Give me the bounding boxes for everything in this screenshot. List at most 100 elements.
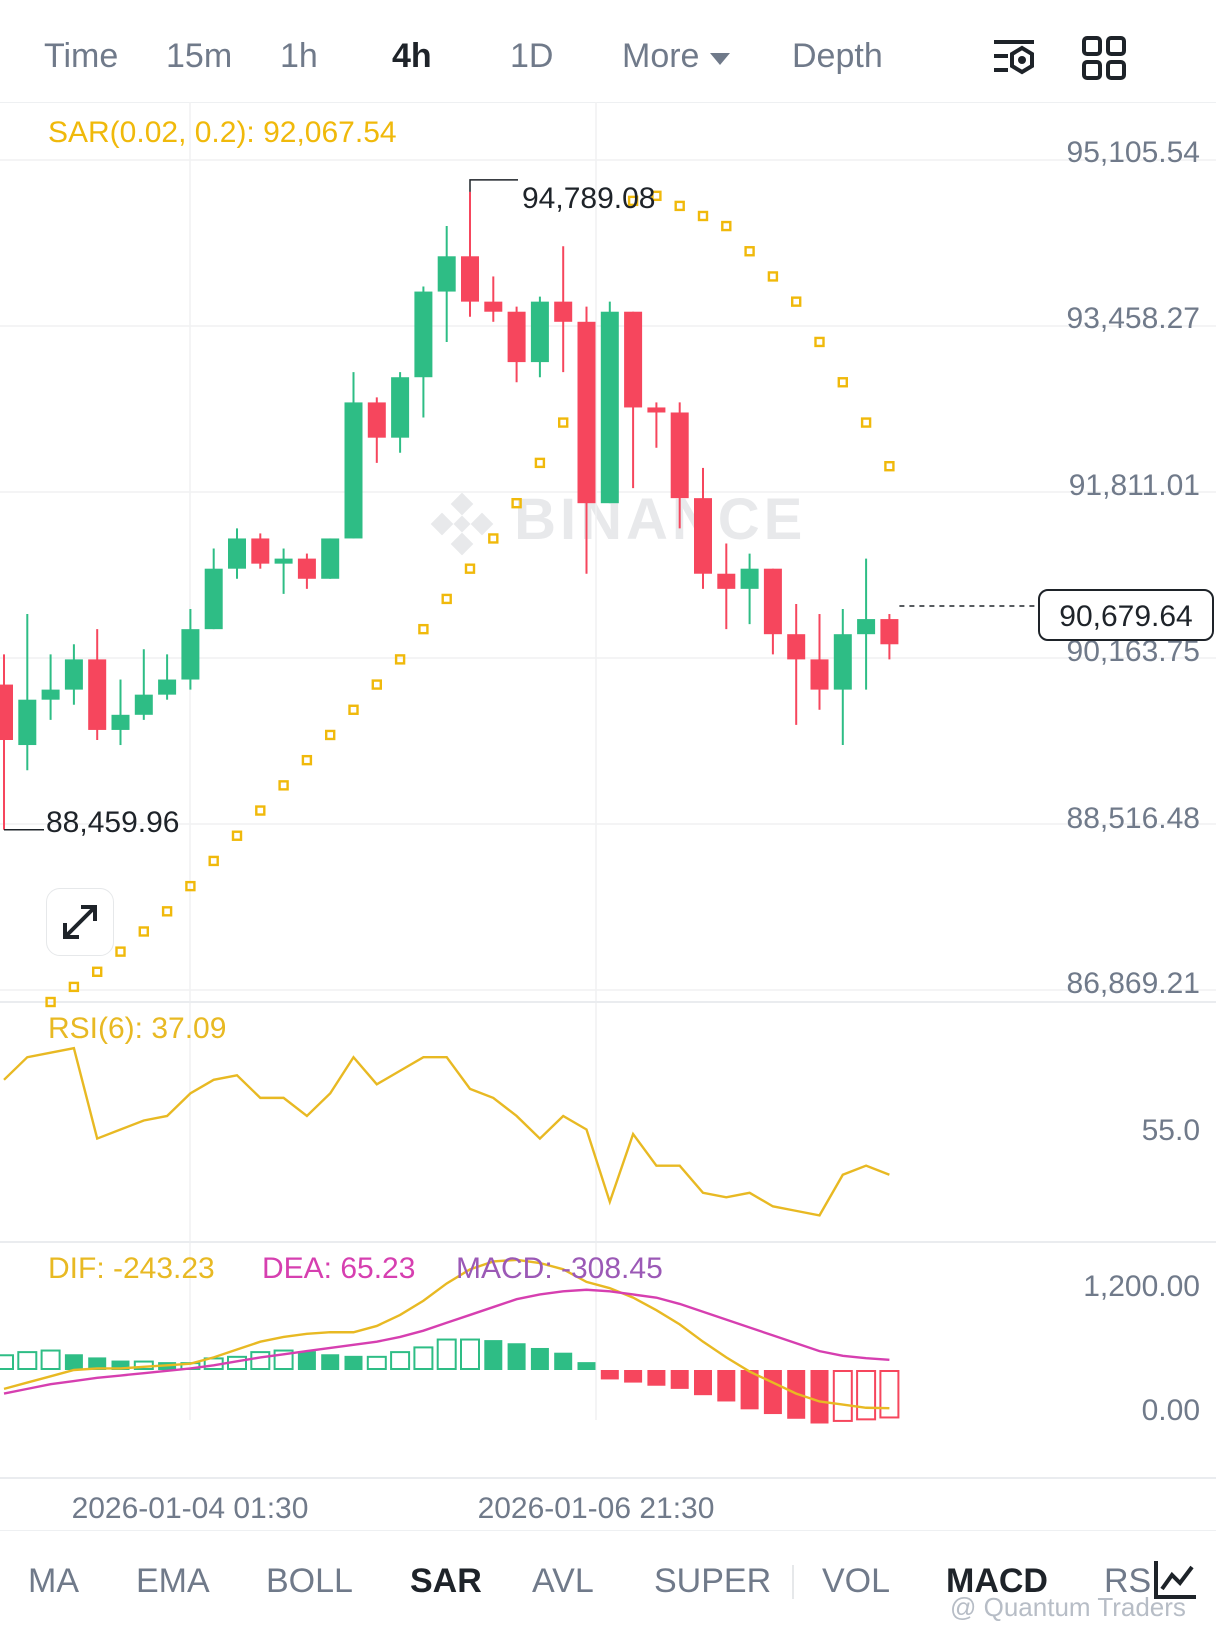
macd-histogram-bar xyxy=(460,1338,480,1370)
macd-histogram-bar xyxy=(856,1370,877,1421)
candle-body xyxy=(344,402,363,539)
tab-super[interactable]: SUPER xyxy=(654,1562,772,1600)
expand-chart-button[interactable] xyxy=(46,888,114,956)
tab-boll[interactable]: BOLL xyxy=(266,1562,353,1600)
sar-series xyxy=(45,190,895,1008)
tab-avl[interactable]: AVL xyxy=(532,1562,594,1600)
macd-series xyxy=(0,1258,900,1424)
sar-dot xyxy=(278,780,289,791)
macd-histogram-bar xyxy=(17,1351,38,1370)
macd-histogram-bar xyxy=(273,1349,294,1370)
macd-indicator-label: MACD: -308.45 xyxy=(456,1252,663,1285)
candle-body xyxy=(461,256,479,302)
macd-histogram-bar xyxy=(530,1347,549,1370)
candle-body xyxy=(64,659,83,690)
indicator-tabs: MA EMA BOLL SAR AVL SUPER VOL MACD RS xyxy=(0,1530,1216,1633)
macd-histogram-bar xyxy=(111,1360,130,1370)
low-price-annotation: 88,459.96 xyxy=(46,806,179,839)
price-axis-label: 95,105.54 xyxy=(1067,136,1200,169)
macd-histogram-bar xyxy=(554,1352,573,1370)
dea-line xyxy=(3,1288,890,1395)
price-axis-label: 91,811.01 xyxy=(1069,469,1200,502)
sar-dot xyxy=(231,830,243,841)
grid-layout-icon[interactable] xyxy=(1080,34,1128,82)
macd-histogram-bar xyxy=(577,1362,596,1370)
rsi-indicator-label: RSI(6): 37.09 xyxy=(48,1012,226,1045)
candle-body xyxy=(787,634,806,660)
macd-histogram-bar xyxy=(810,1370,829,1424)
sar-dot xyxy=(185,880,196,892)
price-axis-label: 86,869.21 xyxy=(1067,967,1200,1000)
tab-vol[interactable]: VOL xyxy=(822,1562,891,1600)
candle-body xyxy=(181,629,200,680)
sar-dot xyxy=(627,195,639,207)
candle-body xyxy=(41,689,60,700)
chart-grid xyxy=(0,102,1216,1420)
sar-dot xyxy=(325,729,336,741)
tab-ema[interactable]: EMA xyxy=(136,1562,210,1600)
binance-logo-icon xyxy=(430,492,494,555)
sar-dot xyxy=(138,926,150,937)
macd-histogram-bar xyxy=(413,1346,434,1371)
sar-dot xyxy=(511,497,522,509)
tab-divider xyxy=(792,1565,794,1599)
high-price-annotation: 94,789.08 xyxy=(522,182,655,215)
sar-dot xyxy=(884,461,895,472)
candle-body xyxy=(670,412,689,499)
chart-area[interactable]: SAR(0.02, 0.2): 92,067.54 RSI(6): 37.09 … xyxy=(0,102,1216,1530)
candle-body xyxy=(857,619,876,635)
macd-histogram-bar xyxy=(740,1370,759,1410)
tab-depth[interactable]: Depth xyxy=(792,37,883,75)
tab-sar[interactable]: SAR xyxy=(410,1562,482,1600)
rsi-series xyxy=(3,1046,890,1217)
macd-histogram-bar xyxy=(763,1370,782,1415)
sar-indicator-label: SAR(0.02, 0.2): 92,067.54 xyxy=(48,116,397,149)
candle-body xyxy=(647,407,666,413)
macd-axis-label: 0.00 xyxy=(1142,1394,1200,1427)
sar-dot xyxy=(371,679,382,690)
sar-dot xyxy=(301,754,313,766)
tab-4h[interactable]: 4h xyxy=(392,37,432,75)
sar-dot xyxy=(791,296,802,307)
sar-dot xyxy=(418,623,429,635)
sar-dot xyxy=(348,704,359,715)
tab-more[interactable]: More xyxy=(622,36,733,76)
macd-histogram-bar xyxy=(717,1370,736,1402)
candle-body xyxy=(554,301,573,322)
candle-body xyxy=(507,311,526,363)
sar-dot xyxy=(814,336,825,348)
current-price-tag[interactable]: 90,679.64 xyxy=(1038,589,1214,641)
sar-dot xyxy=(721,220,732,232)
candle-body xyxy=(204,568,223,630)
tab-15m[interactable]: 15m xyxy=(166,37,233,75)
sar-dot xyxy=(651,190,662,202)
candle-body xyxy=(414,291,433,378)
candle-body xyxy=(228,538,246,569)
tab-ma[interactable]: MA xyxy=(28,1562,79,1600)
macd-histogram-bar xyxy=(436,1338,457,1370)
tab-1d[interactable]: 1D xyxy=(510,37,554,75)
tab-macd[interactable]: MACD xyxy=(946,1562,1048,1600)
tab-time[interactable]: Time xyxy=(44,37,119,75)
macd-histogram-bar xyxy=(624,1370,643,1383)
candle-body xyxy=(321,538,340,579)
macd-histogram-bar xyxy=(297,1351,316,1370)
sar-dot xyxy=(767,271,779,282)
candle-body xyxy=(0,684,13,741)
candle-body xyxy=(158,679,177,695)
tab-1h[interactable]: 1h xyxy=(280,37,318,75)
sar-dot xyxy=(208,855,219,867)
timeframe-toolbar: Time 15m 1h 4h 1D More Depth xyxy=(0,0,1216,103)
sar-dot xyxy=(534,457,546,469)
macd-histogram-bar xyxy=(484,1340,503,1370)
indicator-settings-icon[interactable] xyxy=(1150,1557,1200,1603)
macd-histogram-bar xyxy=(647,1370,666,1386)
sar-dot xyxy=(161,906,173,917)
tab-rsi[interactable]: RS xyxy=(1104,1562,1152,1600)
settings-chart-icon[interactable] xyxy=(990,34,1038,82)
candle-body xyxy=(134,694,153,715)
macd-histogram-bar xyxy=(694,1370,712,1396)
macd-histogram-bar xyxy=(390,1351,411,1370)
candle-body xyxy=(437,256,456,292)
price-annotations xyxy=(4,179,1038,831)
